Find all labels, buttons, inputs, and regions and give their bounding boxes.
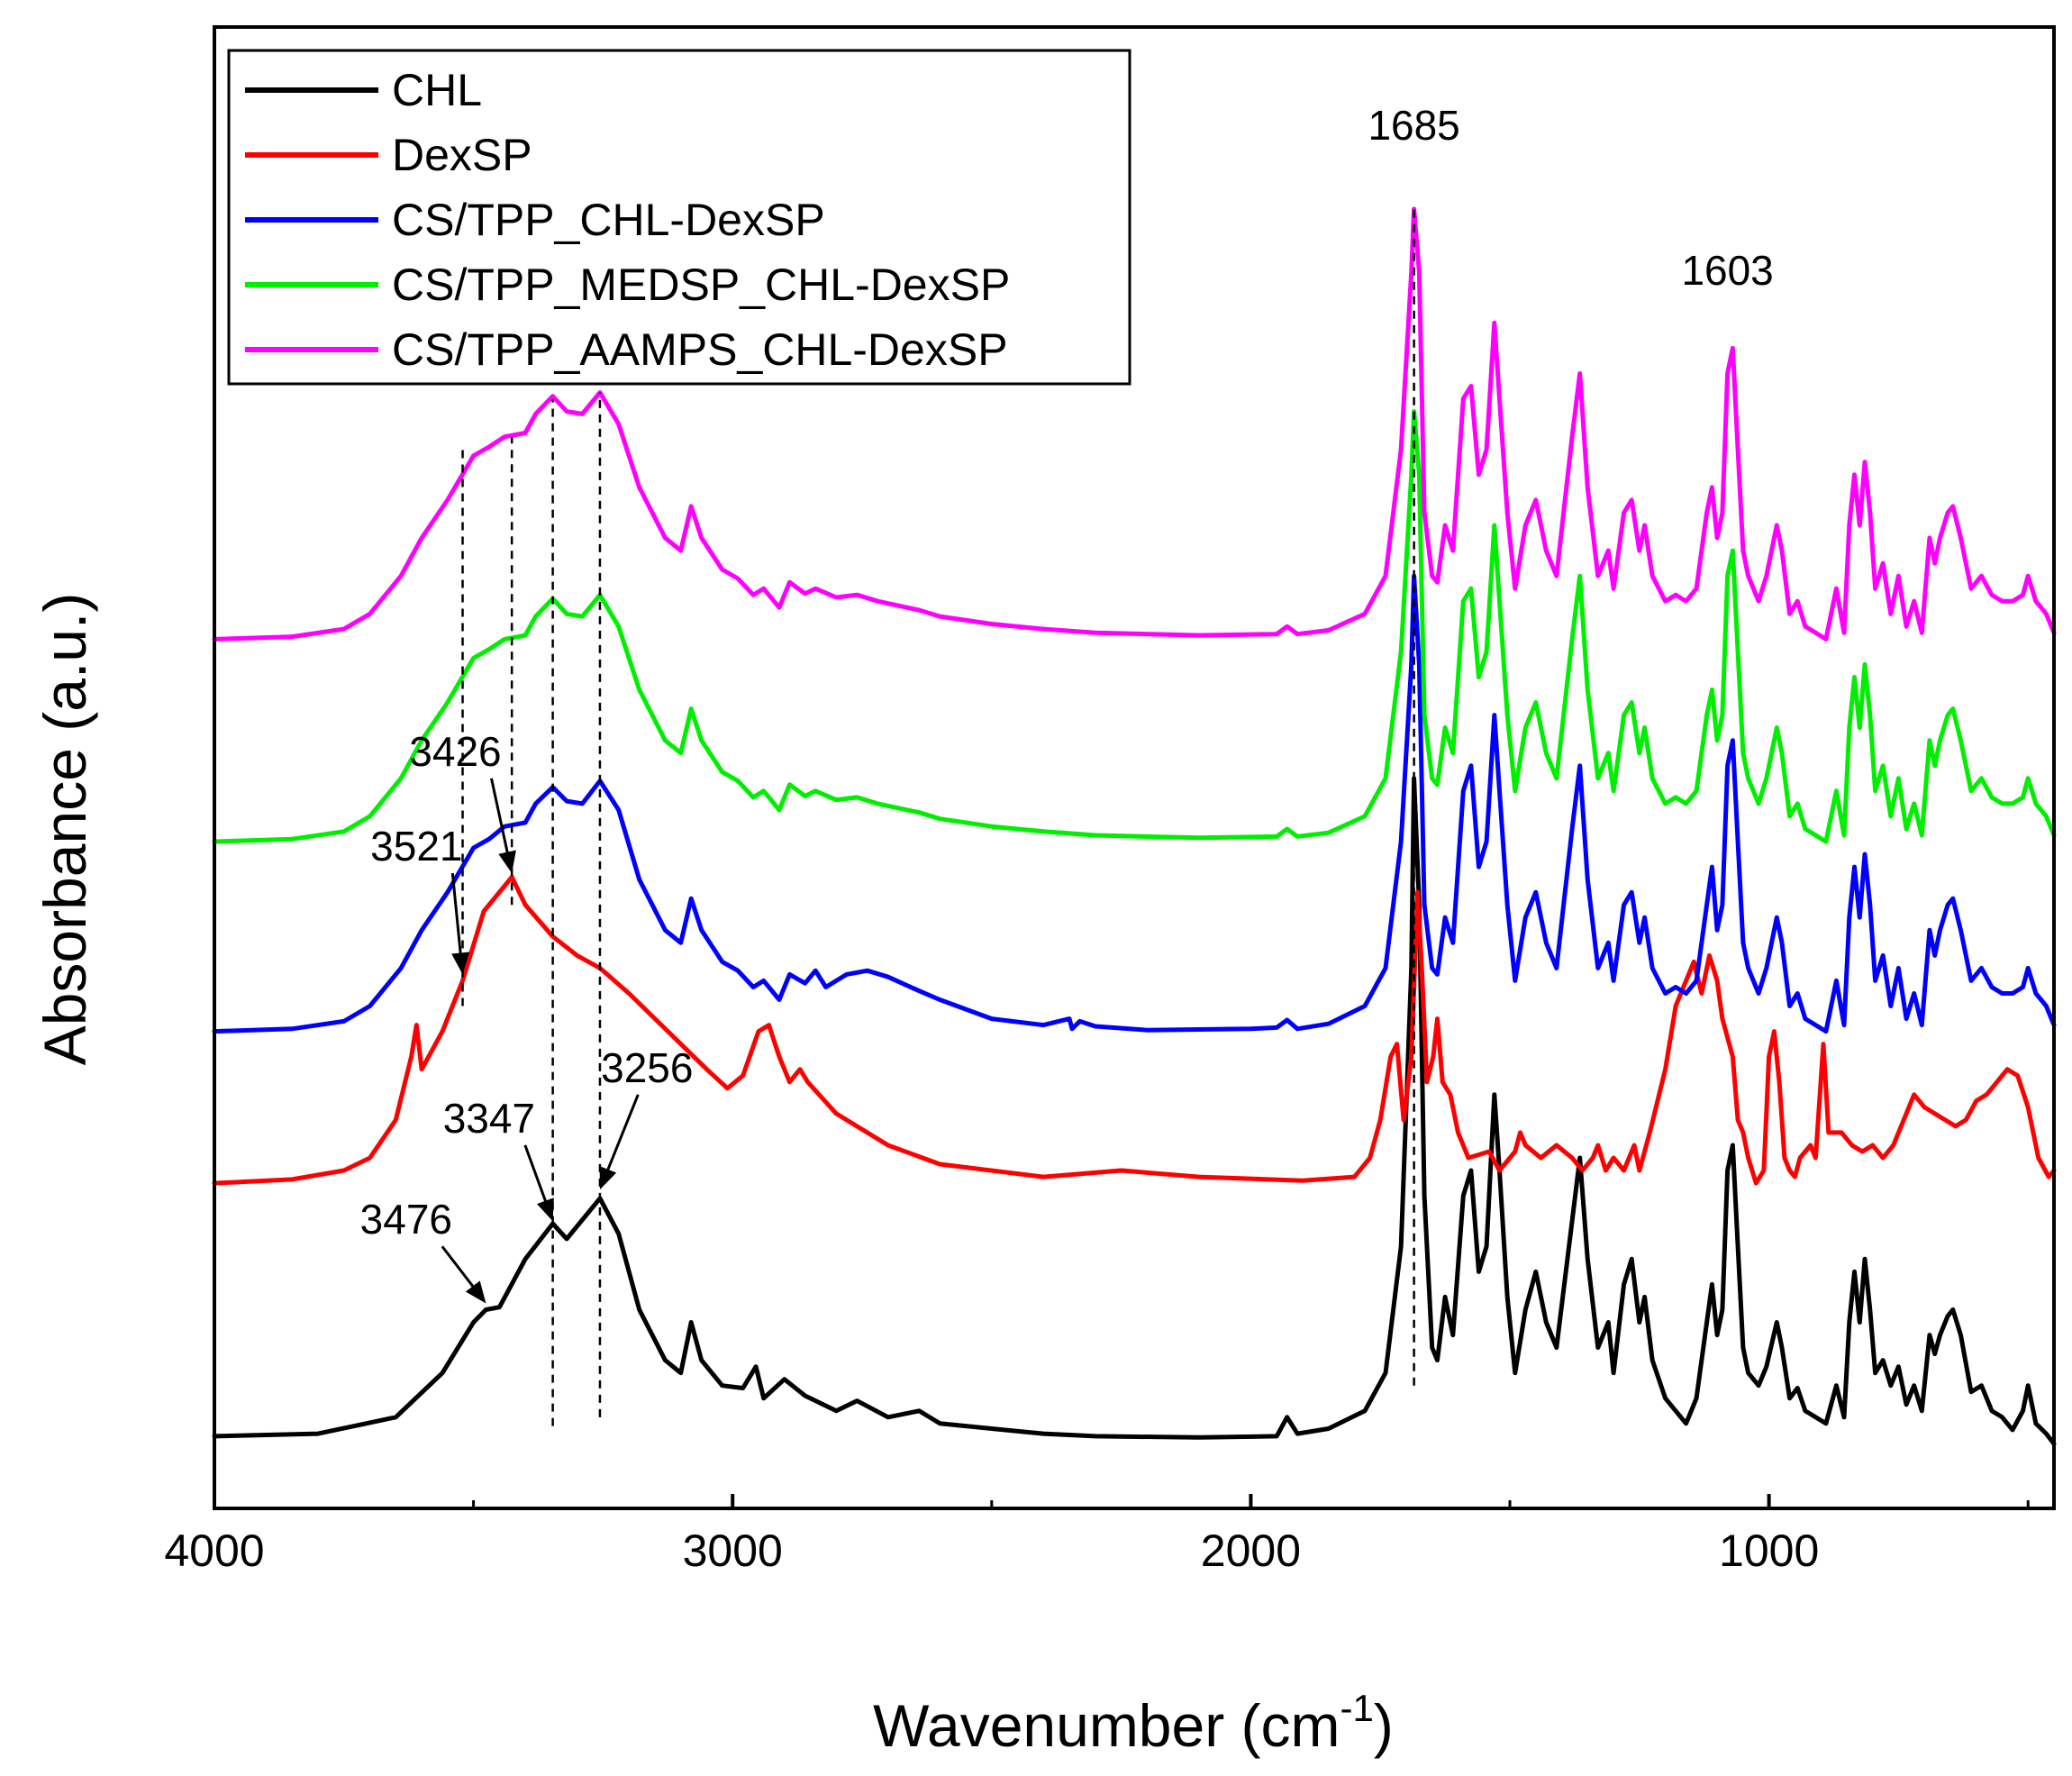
x-axis-ticks: 4000 3000 2000 1000 <box>164 1494 2030 1576</box>
annotation-1685: 1685 <box>1368 102 1459 149</box>
annotation-arrowhead-3347 <box>536 1198 554 1222</box>
annotation-3256: 3256 <box>601 1044 693 1091</box>
annotations: 1685 1603 3426 3521 3347 3256 3476 <box>360 102 1774 1304</box>
x-tick-label-1000: 1000 <box>1719 1526 1819 1576</box>
x-tick-label-2000: 2000 <box>1201 1526 1301 1576</box>
legend-label-1: CHL <box>392 65 482 115</box>
legend-label-5: CS/TPP_AAMPS_CHL-DexSP <box>392 324 1008 375</box>
legend-label-2: DexSP <box>392 130 532 180</box>
annotation-arrow-3256 <box>602 1094 640 1182</box>
annotation-arrow-3426 <box>490 778 512 865</box>
x-axis-label-main: Wavenumber (cm <box>873 1692 1340 1759</box>
annotation-1603: 1603 <box>1681 247 1773 294</box>
legend-box <box>227 49 1131 386</box>
annotation-3476: 3476 <box>360 1196 452 1243</box>
series-line-4 <box>212 409 2057 844</box>
plot-frame <box>213 25 2056 1510</box>
x-axis-label: Wavenumber (cm-1) <box>873 1687 1394 1759</box>
legend-label-3: CS/TPP_CHL-DexSP <box>392 195 825 245</box>
legend: CHL DexSP CS/TPP_CHL-DexSP CS/TPP_MEDSP_CHL… <box>227 49 1131 386</box>
annotation-arrow-3521 <box>450 872 464 966</box>
annotation-arrowhead-3476 <box>465 1280 486 1304</box>
x-axis-label-sup: -1 <box>1340 1687 1374 1729</box>
legend-label-4: CS/TPP_MEDSP_CHL-DexSP <box>392 260 1010 310</box>
guide-lines <box>461 209 1415 1426</box>
annotation-arrowhead-3256 <box>599 1166 617 1190</box>
annotation-arrowhead-3521 <box>451 952 470 975</box>
annotation-3347: 3347 <box>443 1095 535 1142</box>
x-tick-label-4000: 4000 <box>164 1526 264 1576</box>
x-tick-label-3000: 3000 <box>683 1526 783 1576</box>
series-line-3 <box>212 573 2057 1034</box>
y-axis-label: Absorbance (a.u.) <box>32 593 98 1066</box>
annotation-3426: 3426 <box>409 728 501 775</box>
series-line-2 <box>212 874 2057 1186</box>
series-line-1 <box>212 776 2057 1446</box>
annotation-3521: 3521 <box>370 823 462 870</box>
x-axis-label-close: ) <box>1374 1692 1394 1759</box>
series-line-5 <box>212 206 2057 642</box>
annotation-arrowhead-3426 <box>498 850 516 874</box>
series-layer <box>212 206 2057 1446</box>
